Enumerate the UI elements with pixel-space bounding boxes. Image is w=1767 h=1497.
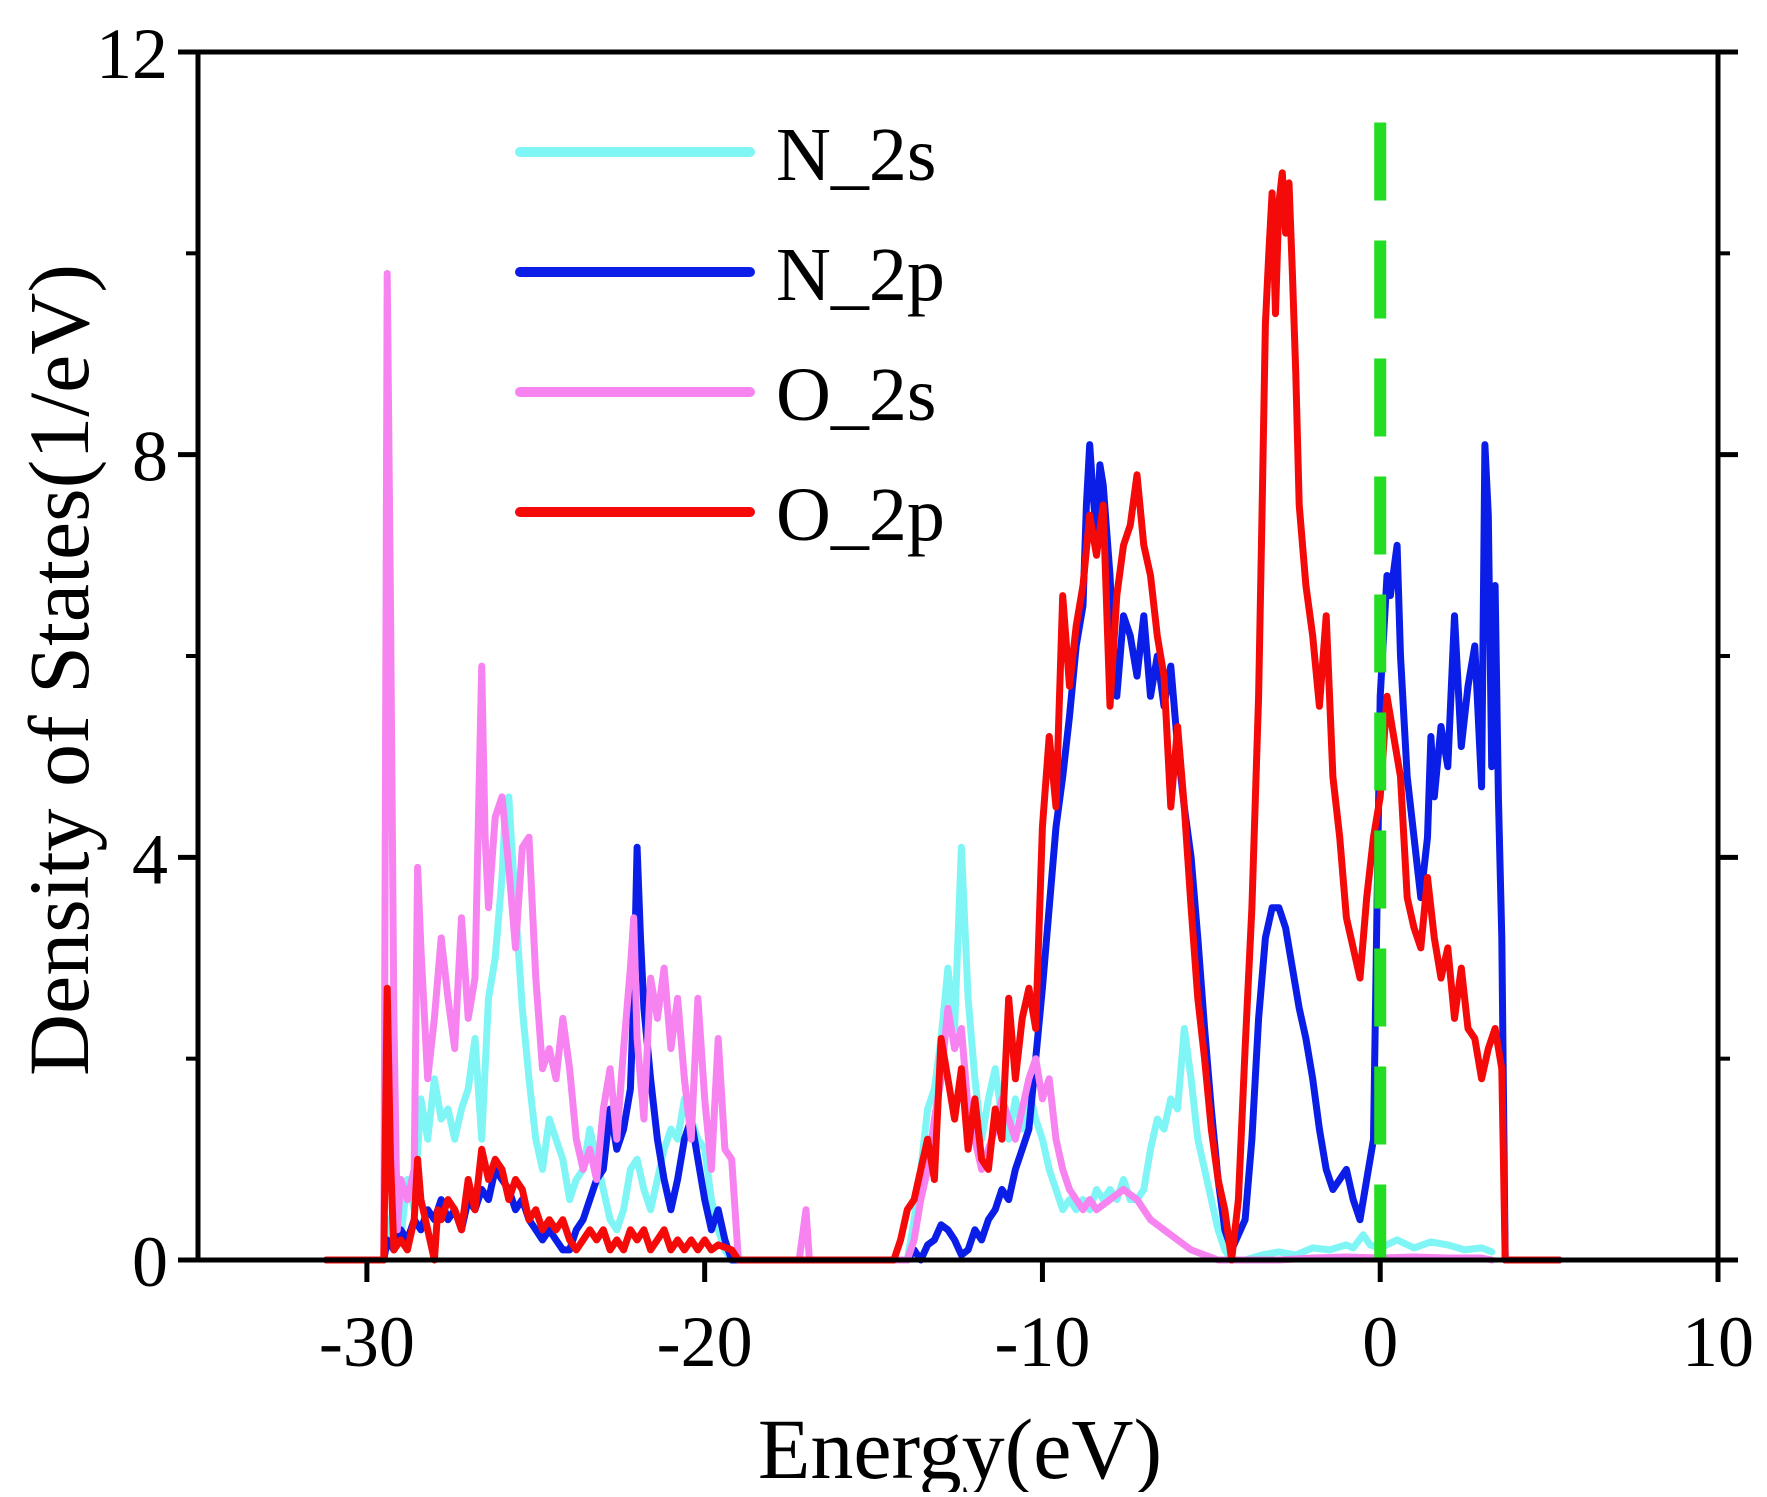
y-tick-label: 4	[132, 819, 168, 899]
legend-label-o-2s: O_2s	[776, 353, 936, 437]
y-axis-title: Density of States(1/eV)	[11, 264, 107, 1076]
y-tick-label: 12	[96, 14, 168, 94]
y-tick-label: 8	[132, 417, 168, 497]
x-tick-label: -30	[319, 1302, 415, 1382]
series-line-n-2p	[322, 441, 1563, 1264]
x-tick-label: -20	[657, 1302, 753, 1382]
x-tick-label: 10	[1682, 1302, 1754, 1382]
series-line-o-2s	[322, 270, 1496, 1264]
legend-label-n-2p: N_2p	[776, 233, 945, 317]
legend-label-n-2s: N_2s	[776, 113, 936, 197]
series-line-o-2p	[322, 169, 1563, 1264]
legend: N_2s N_2p O_2s O_2p	[515, 113, 945, 557]
x-axis-title: Energy(eV)	[758, 1401, 1162, 1492]
series-line-n-2s	[322, 793, 1496, 1264]
legend-label-o-2p: O_2p	[776, 473, 945, 557]
y-tick-label: 0	[132, 1222, 168, 1302]
x-tick-label: -10	[994, 1302, 1090, 1382]
x-tick-label: 0	[1362, 1302, 1398, 1382]
series-layer	[322, 169, 1563, 1264]
ticks: -30 -20 -10 0 10 0 4 8 12	[96, 14, 1754, 1382]
